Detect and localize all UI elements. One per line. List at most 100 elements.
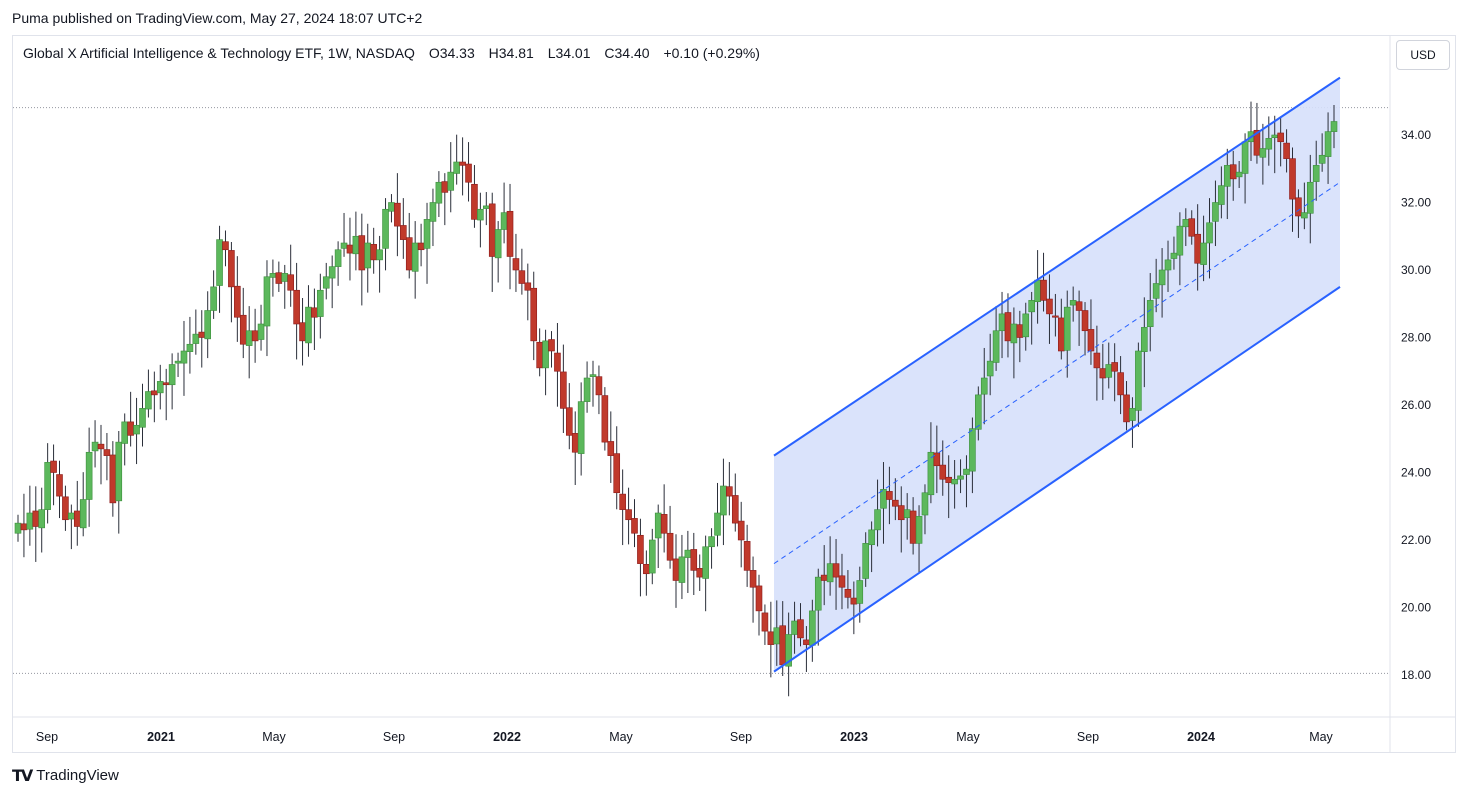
candle-down <box>293 289 300 325</box>
candle-down <box>1253 129 1261 156</box>
candle-down <box>1040 279 1047 301</box>
candle-up <box>1129 408 1136 421</box>
x-tick-label: May <box>956 730 980 744</box>
candle-up <box>915 516 923 544</box>
candle-up <box>874 509 881 531</box>
y-tick-label: 22.00 <box>1401 533 1431 547</box>
candle-up <box>1206 222 1213 244</box>
candle-up <box>364 242 372 269</box>
y-tick-label: 28.00 <box>1401 331 1431 345</box>
candle-up <box>38 509 46 529</box>
candle-up <box>951 478 958 485</box>
candle-up <box>156 381 164 394</box>
candle-up <box>1223 165 1231 187</box>
candle-down <box>405 237 413 271</box>
candle-up <box>583 377 591 402</box>
candle-up <box>963 468 970 475</box>
symbol-legend: Global X Artificial Intelligence & Techn… <box>23 45 760 61</box>
candle-up <box>1271 134 1279 138</box>
x-tick-label: Sep <box>730 730 752 744</box>
candle-up <box>702 546 709 579</box>
candle-up <box>998 313 1006 332</box>
candle-down <box>1075 301 1083 311</box>
candle-down <box>1277 132 1284 143</box>
candle-up <box>1318 154 1326 164</box>
candle-down <box>601 395 609 443</box>
channel-mid-line <box>773 181 1341 565</box>
candle-up <box>577 401 585 454</box>
candle-up <box>1259 148 1267 158</box>
candle-up <box>708 536 715 548</box>
candle-up <box>975 394 982 430</box>
tradingview-logo[interactable]: TV TradingView <box>12 766 119 785</box>
candle-up <box>714 512 721 536</box>
candle-down <box>643 563 650 575</box>
candle-up <box>1105 364 1113 378</box>
y-tick-label: 20.00 <box>1401 601 1431 615</box>
candle-up <box>26 512 34 530</box>
candle-down <box>767 631 775 645</box>
candle-down <box>275 272 283 284</box>
channel-upper-line <box>773 76 1341 457</box>
candle-up <box>1182 219 1190 228</box>
candle-down <box>1046 298 1053 315</box>
candle-up <box>862 543 869 579</box>
candle-up <box>14 522 22 534</box>
candle-up <box>180 350 188 364</box>
candle-down <box>844 588 852 598</box>
candle-up <box>1164 259 1172 271</box>
candle-down <box>1093 352 1101 369</box>
currency-button[interactable]: USD <box>1396 40 1450 70</box>
candle-down <box>945 476 952 483</box>
legend-change: +0.10 (+0.29%) <box>663 45 760 61</box>
candle-down <box>696 568 704 578</box>
legend-symbol-name: Global X Artificial Intelligence & Techn… <box>23 45 415 61</box>
candle-down <box>1295 197 1302 217</box>
candle-down <box>97 443 105 450</box>
candle-down <box>1229 164 1237 180</box>
candle-down <box>797 619 804 639</box>
candle-down <box>607 441 615 456</box>
candle-up <box>1170 252 1178 259</box>
candle-down <box>56 474 63 497</box>
candle-up <box>322 276 330 289</box>
candle-up <box>376 249 383 261</box>
candle-up <box>352 235 360 255</box>
candle-down <box>892 499 899 507</box>
candle-down <box>1004 312 1012 342</box>
candle-down <box>1283 142 1290 159</box>
legend-close: C34.40 <box>604 45 650 61</box>
candle-down <box>251 330 259 342</box>
x-tick-label: Sep <box>383 730 405 744</box>
x-tick-label: 2023 <box>840 730 868 744</box>
candle-up <box>145 391 152 410</box>
candle-down <box>939 464 947 480</box>
candle-down <box>743 541 751 571</box>
candle-up <box>986 360 994 377</box>
candle-up <box>168 364 176 386</box>
candle-down <box>803 639 810 645</box>
candle-up <box>1306 181 1314 214</box>
candle-down <box>1052 315 1059 318</box>
candle-down <box>62 496 69 521</box>
candle-up <box>121 421 129 444</box>
candle-up <box>453 161 460 174</box>
candle-down <box>619 493 626 510</box>
candle-down <box>749 570 757 588</box>
candle-down <box>886 491 893 500</box>
candle-up <box>447 171 455 191</box>
candle-down <box>20 523 28 531</box>
candle-down <box>239 314 247 345</box>
candle-down <box>820 574 828 581</box>
candle-up <box>91 441 99 452</box>
candle-down <box>1081 310 1089 332</box>
candle-down <box>109 454 117 504</box>
x-tick-label: Sep <box>36 730 58 744</box>
chart-frame <box>12 35 1456 753</box>
candle-down <box>1117 372 1124 396</box>
candle-up <box>868 529 875 546</box>
candle-up <box>1330 121 1338 132</box>
y-tick-label: 26.00 <box>1401 398 1431 412</box>
candle-up <box>648 539 656 574</box>
